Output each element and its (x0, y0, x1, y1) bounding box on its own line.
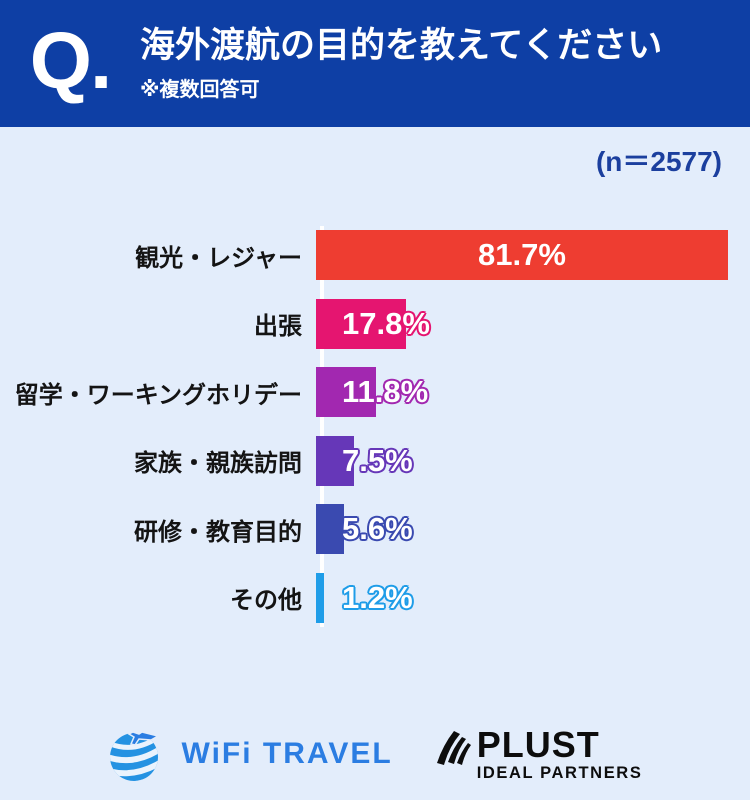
bar (316, 367, 376, 417)
plust-name: PLUST (476, 723, 600, 765)
bar-area: 7.5% (312, 435, 750, 486)
multiple-answers-note: ※複数回答可 (140, 79, 260, 101)
bar-value-label: 11.8% (342, 374, 429, 409)
globe-plane-icon (109, 731, 160, 781)
question-header: Q. 海外渡航の目的を教えてください ※複数回答可 (0, 0, 750, 127)
sample-size-label: (n＝2577) (595, 146, 722, 177)
wifi-travel-wordmark: WiFi TRAVEL (181, 737, 393, 770)
category-label: 研修・教育目的 (134, 518, 302, 546)
bar (316, 572, 324, 623)
bar-rows-container: 観光・レジャー 81.7% 出張 17.8% 留学・ワーキングホリデー 11.8% 家族・親… (0, 230, 750, 623)
plust-logo: PLUST IDEAL PARTNERS (427, 723, 643, 782)
category-label: 出張 (254, 313, 302, 340)
question-mark-label: Q. (29, 15, 112, 105)
bar-row: その他 1.2% (0, 572, 750, 623)
bar (316, 230, 728, 280)
category-label: 留学・ワーキングホリデー (14, 381, 302, 409)
category-label: 家族・親族訪問 (134, 450, 302, 477)
bar-value-label: 17.8% (342, 305, 430, 341)
swoosh-icon (436, 730, 471, 765)
bar-row: 出張 17.8% (0, 298, 750, 349)
bar (316, 298, 406, 349)
bar (316, 435, 354, 486)
bar-row: 家族・親族訪問 7.5% (0, 435, 750, 486)
bar-area: 81.7% (312, 230, 750, 280)
bar (316, 504, 345, 554)
bar-value-label: 1.2% (342, 579, 413, 615)
bar-row: 観光・レジャー 81.7% (0, 230, 750, 280)
bar-area: 11.8% (312, 367, 750, 417)
plust-tagline: IDEAL PARTNERS (476, 763, 643, 782)
bar-area: 5.6% (312, 504, 750, 554)
bar-value-label: 7.5% (342, 442, 413, 478)
plust-wordmark-stack: PLUST IDEAL PARTNERS (476, 723, 643, 782)
question-title: 海外渡航の目的を教えてください (140, 26, 663, 65)
category-label: その他 (230, 587, 302, 614)
bar-value-label: 81.7% (478, 237, 566, 272)
bar-area: 17.8% (312, 298, 750, 349)
bar-chart: 観光・レジャー 81.7% 出張 17.8% 留学・ワーキングホリデー 11.8% 家族・親… (0, 226, 750, 627)
question-title-block: 海外渡航の目的を教えてください ※複数回答可 (140, 25, 662, 102)
bar-row: 留学・ワーキングホリデー 11.8% (0, 367, 750, 417)
chart-axis-line (320, 226, 324, 627)
bar-row: 研修・教育目的 5.6% (0, 504, 750, 554)
footer-logos: WiFi TRAVEL PLUST IDEAL PARTNERS (0, 712, 750, 796)
bar-area: 1.2% (312, 572, 750, 623)
wifi-travel-logo: WiFi TRAVEL (108, 723, 393, 785)
category-label: 観光・レジャー (135, 244, 302, 272)
bar-value-label: 5.6% (342, 511, 413, 546)
